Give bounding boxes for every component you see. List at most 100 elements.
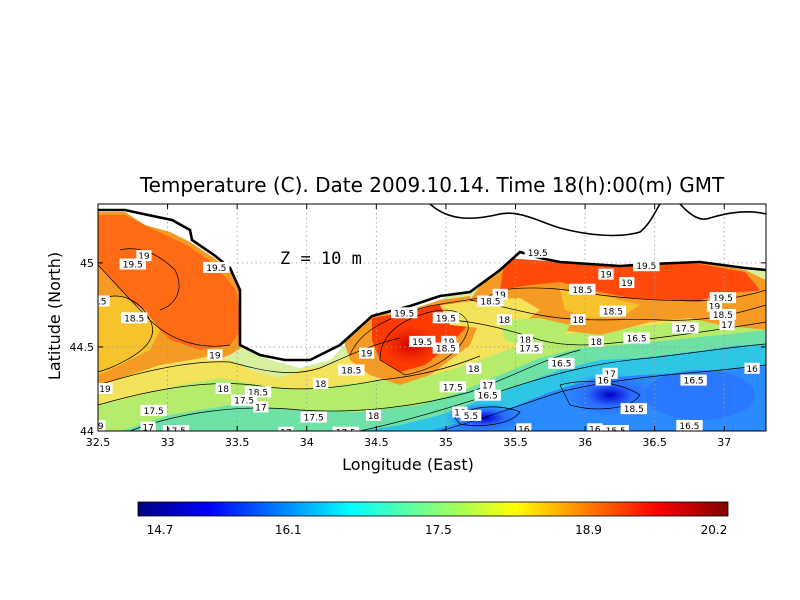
contour-label-bg — [548, 357, 575, 369]
colorbar-tick-label: 17.5 — [425, 523, 452, 537]
contour-label-bg — [432, 312, 460, 324]
contour-label-bg — [332, 426, 359, 431]
contour-label-bg — [409, 335, 436, 347]
contour-label-text: 18 — [368, 412, 380, 422]
contour-label-bg — [466, 362, 482, 374]
contour-label: 15.5 — [602, 425, 629, 437]
contour-label-bg — [278, 426, 294, 431]
contour-label-bg — [203, 261, 230, 273]
contour-label-bg — [680, 374, 707, 386]
x-tick-label: 35 — [439, 436, 453, 449]
contour-label-bg — [439, 381, 467, 393]
contour-label-bg — [119, 258, 146, 270]
contour-label: 18.5 — [244, 386, 272, 398]
contour-label-text: 18.5 — [341, 366, 361, 376]
y-tick-label: 45 — [80, 257, 94, 270]
contour-label-text: 19.5 — [528, 249, 548, 259]
contour-label-text: 17.5 — [519, 345, 539, 355]
contour-label: 16.5 — [548, 357, 575, 370]
contour-label: 19 — [706, 300, 723, 313]
contour-label-text: 19.5 — [394, 309, 414, 319]
contour-label-bg — [516, 423, 532, 431]
contour-label-text: 19 — [600, 271, 612, 281]
contour-label-text: 18.5 — [572, 286, 592, 296]
contour-label-bg — [570, 314, 586, 326]
contour-label-bg — [672, 322, 699, 334]
contour-label: 19 — [358, 347, 375, 360]
contour-label-text: 18 — [468, 365, 480, 375]
x-tick-label: 35.5 — [503, 436, 528, 449]
colorbar-tick-label: 14.7 — [147, 523, 174, 537]
contour-label-bg — [709, 308, 737, 320]
y-tick-label: 44.5 — [70, 341, 95, 354]
contour-label: 17.5 — [300, 411, 327, 424]
contour-label-bg — [162, 425, 190, 431]
contour-label: 17.5 — [230, 394, 258, 407]
contour-label: 16.5 — [623, 332, 650, 345]
contour-label-text: 17.5 — [304, 414, 324, 424]
contour-label-text: 16.5 — [627, 335, 647, 345]
contour-label: 19 — [598, 268, 614, 281]
contour-label-text: 16.5 — [478, 392, 498, 402]
contour-label: 18 — [313, 377, 329, 390]
contour-label-text: 18.5 — [124, 314, 144, 324]
contour-label: 17.5 — [140, 404, 167, 417]
contour-label-text: 9 — [98, 422, 104, 432]
contour-label: 5.5 — [460, 409, 482, 422]
contour-label: 19.5 — [390, 307, 418, 319]
contour-label-bg — [633, 260, 660, 272]
contour-label-bg — [619, 277, 635, 289]
contour-label-bg — [140, 404, 167, 416]
contour-label-bg — [253, 401, 269, 413]
contour-label-text: 5.5 — [464, 412, 478, 422]
contour-label: 16 — [744, 362, 760, 375]
contour-label: 17.5 — [162, 425, 190, 431]
contour-label-bg — [709, 292, 737, 304]
temperature-field — [98, 212, 766, 431]
contour-label-text: 19 — [361, 350, 373, 360]
contour-label-text: 18 — [218, 385, 230, 395]
contour-label: 19.5 — [119, 258, 146, 271]
contour-label-bg — [120, 312, 148, 324]
contour-label-bg — [598, 268, 614, 280]
contour-label-text: 19.5 — [713, 294, 733, 304]
contour-label-bg — [98, 419, 106, 431]
contour-label-text: 19.5 — [436, 314, 456, 324]
contour-label: 18.5 — [569, 283, 596, 296]
contour-label-bg — [432, 342, 460, 354]
contour-label-bg — [215, 382, 231, 394]
contour-label-bg — [496, 314, 512, 326]
contour-label-text: 16 — [589, 425, 601, 435]
contour-label-bg — [230, 394, 258, 406]
contour-label-text: 16 — [597, 377, 609, 387]
contour-label: 18 — [496, 314, 512, 326]
contour-label-bg — [517, 334, 533, 346]
contour-label-bg — [676, 419, 703, 431]
contour-label-text: 17 — [482, 382, 493, 392]
x-tick-label: 32.5 — [86, 436, 111, 449]
contour-label-text: 18 — [572, 316, 584, 326]
contour-label-text: 19 — [99, 385, 111, 395]
contour-label-bg — [313, 377, 329, 389]
contour-label-bg — [569, 283, 596, 295]
contour-label-text: 18 — [315, 380, 327, 390]
contour-label: 17 — [719, 319, 735, 331]
contour-label-text: 18 — [590, 338, 602, 348]
contour-label-text: 15.5 — [606, 427, 626, 437]
contour-label-text: 18.5 — [713, 311, 733, 321]
contour-label-text: 19.5 — [206, 264, 226, 274]
contour-label-text: 16.5 — [679, 422, 699, 432]
contour-label: 18 — [365, 409, 382, 422]
x-axis-label: Longitude (East) — [342, 455, 474, 474]
contour-label: 18.5 — [432, 342, 460, 355]
colorbar-tick-label: 16.1 — [275, 523, 302, 537]
contour-label-text: 19 — [709, 303, 721, 313]
contour-label: .5 — [98, 295, 110, 308]
contour-label-bg — [602, 425, 629, 431]
depth-annotation: Z = 10 m — [280, 249, 362, 269]
contour-label: 17.5 — [516, 342, 543, 355]
contour-label-bg — [477, 295, 504, 307]
contour-label: 19.5 — [409, 335, 436, 348]
